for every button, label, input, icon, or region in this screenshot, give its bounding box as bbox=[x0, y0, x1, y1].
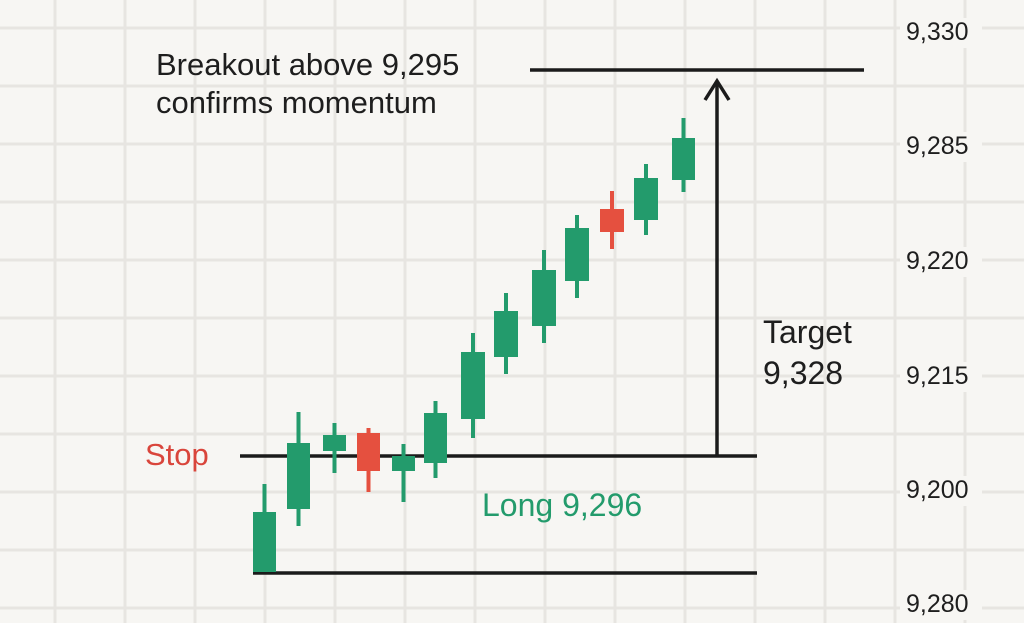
candle-body bbox=[672, 138, 695, 180]
candle-2 bbox=[287, 412, 310, 526]
candle-body bbox=[494, 311, 518, 357]
candle-body bbox=[287, 443, 310, 509]
y-axis-tick-label: 9,200 bbox=[906, 476, 969, 504]
candle-1 bbox=[253, 484, 276, 572]
axis-label-bg bbox=[900, 590, 982, 620]
target-arrow-icon bbox=[703, 77, 731, 456]
candle-9 bbox=[532, 250, 556, 343]
candle-13 bbox=[672, 118, 695, 192]
breakout-annotation-line2: confirms momentum bbox=[156, 85, 437, 120]
target-label-line1: Target bbox=[763, 314, 852, 350]
y-axis-tick-label: 9,285 bbox=[906, 132, 969, 160]
breakout-annotation-line1: Breakout above 9,295 bbox=[156, 47, 459, 82]
candle-8 bbox=[494, 293, 518, 374]
axis-label-bg bbox=[900, 18, 982, 48]
candle-12 bbox=[634, 164, 658, 235]
stop-label: Stop bbox=[145, 437, 209, 472]
target-label-line2: 9,328 bbox=[763, 355, 843, 391]
candle-body bbox=[357, 433, 380, 471]
y-axis-tick-label: 9,330 bbox=[906, 18, 969, 46]
candle-body bbox=[424, 413, 447, 463]
candle-4 bbox=[357, 428, 380, 492]
candle-11 bbox=[600, 191, 624, 249]
candle-7 bbox=[461, 333, 485, 438]
axis-label-bg bbox=[900, 362, 982, 392]
candle-body bbox=[634, 178, 658, 220]
y-axis: 9,330 9,285 9,220 9,215 9,200 9,280 bbox=[900, 18, 982, 620]
candle-10 bbox=[565, 215, 589, 298]
candle-body bbox=[253, 512, 276, 572]
y-axis-tick-label: 9,220 bbox=[906, 247, 969, 275]
y-axis-tick-label: 9,280 bbox=[906, 590, 969, 618]
candle-body bbox=[392, 456, 415, 471]
axis-label-bg bbox=[900, 476, 982, 506]
candle-body bbox=[600, 209, 624, 232]
candle-body bbox=[565, 228, 589, 281]
axis-label-bg bbox=[900, 132, 982, 162]
axis-label-bg bbox=[900, 247, 982, 277]
candle-6 bbox=[424, 401, 447, 478]
candle-body bbox=[461, 352, 485, 419]
candle-3 bbox=[323, 423, 346, 473]
y-axis-tick-label: 9,215 bbox=[906, 362, 969, 390]
candles-group bbox=[253, 118, 695, 572]
candle-5 bbox=[392, 444, 415, 502]
candle-body bbox=[323, 435, 346, 451]
candle-body bbox=[532, 270, 556, 326]
long-entry-label: Long 9,296 bbox=[482, 487, 642, 523]
candle-wick bbox=[401, 444, 406, 502]
